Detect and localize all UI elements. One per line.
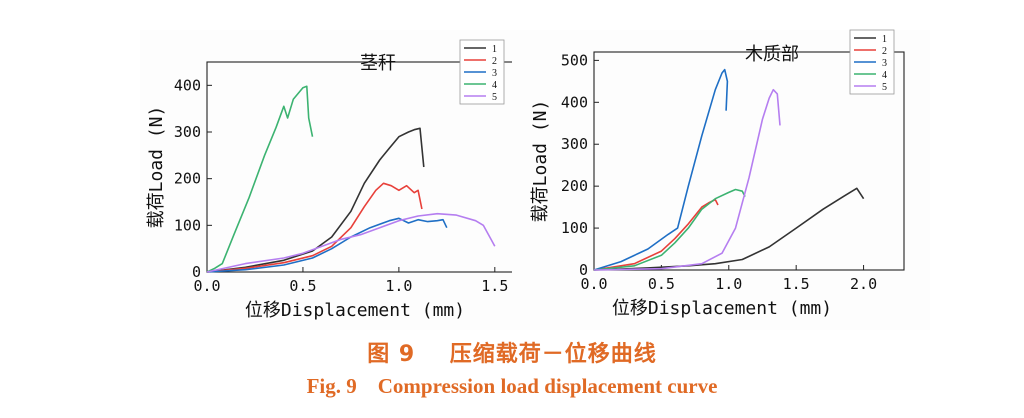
x-tick-label: 2.0: [850, 275, 877, 293]
x-tick-label: 1.5: [481, 277, 508, 295]
x-tick-label: 0.0: [580, 275, 607, 293]
y-tick-label: 200: [174, 170, 201, 188]
series-line-2: [593, 198, 719, 271]
y-tick-label: 200: [561, 177, 588, 195]
y-tick-label: 500: [561, 51, 588, 69]
x-tick-label: 0.5: [648, 275, 675, 293]
y-axis-label: 载荷Load (N): [146, 106, 167, 229]
figure-background: [140, 30, 930, 330]
x-axis-label: 位移Displacement (mm): [245, 300, 465, 321]
series-line-5: [206, 212, 496, 273]
chart-xylem: 0.0 0.5 1.0 1.5 2.0 0 100 200 300 400 500 位移Displac…: [530, 29, 905, 319]
series-line-1: [206, 127, 425, 273]
y-tick-label: 100: [174, 216, 201, 234]
figure-caption-english: Fig. 9 Compression load displacement cur…: [0, 374, 1024, 399]
y-tick-label: 100: [561, 219, 588, 237]
series-line-3: [593, 68, 729, 271]
y-tick-label: 300: [174, 123, 201, 141]
y-axis-label: 载荷Load (N): [530, 100, 551, 223]
series-line-2: [206, 182, 423, 273]
legend-label-5: 5: [882, 82, 887, 93]
legend-label-1: 1: [882, 34, 887, 45]
x-tick-label: 1.5: [783, 275, 810, 293]
x-tick-label: 0.5: [289, 277, 316, 295]
y-tick-label: 400: [561, 93, 588, 111]
y-tick-label: 300: [561, 135, 588, 153]
chart-title: 茎秆: [360, 53, 396, 74]
series-line-1: [593, 187, 865, 271]
series-line-5: [593, 88, 781, 271]
chart-stalk: 0.0 0.5 1.0 1.5 0 100 200 300 400 位移Displacement …: [146, 39, 512, 321]
series-line-4: [593, 188, 746, 271]
legend-label-3: 3: [882, 58, 887, 69]
x-tick-label: 1.0: [385, 277, 412, 295]
legend-label-5: 5: [492, 92, 497, 103]
legend-label-4: 4: [882, 70, 887, 81]
x-tick-label: 1.0: [715, 275, 742, 293]
caption-cn-text: 压缩载荷－位移曲线: [449, 342, 657, 367]
x-axis-label: 位移Displacement (mm): [612, 298, 832, 319]
series-line-3: [206, 217, 448, 273]
legend-label-2: 2: [882, 46, 887, 57]
series-line-4: [206, 85, 314, 273]
y-tick-label: 0: [579, 261, 588, 279]
y-tick-label: 0: [192, 263, 201, 281]
chart-title: 木质部: [745, 44, 799, 65]
figure-caption-chinese: 图 9 压缩载荷－位移曲线: [0, 336, 1024, 368]
y-tick-label: 400: [174, 76, 201, 94]
legend-label-4: 4: [492, 80, 497, 91]
legend-label-1: 1: [492, 44, 497, 55]
legend-label-3: 3: [492, 68, 497, 79]
plot-frame: [206, 61, 512, 273]
plot-frame: [593, 51, 905, 271]
caption-en-text: Compression load displacement curve: [377, 374, 718, 398]
x-tick-label: 0.0: [193, 277, 220, 295]
caption-en-label: Fig. 9: [306, 374, 357, 398]
legend-label-2: 2: [492, 56, 497, 67]
caption-cn-label: 图 9: [367, 342, 416, 367]
